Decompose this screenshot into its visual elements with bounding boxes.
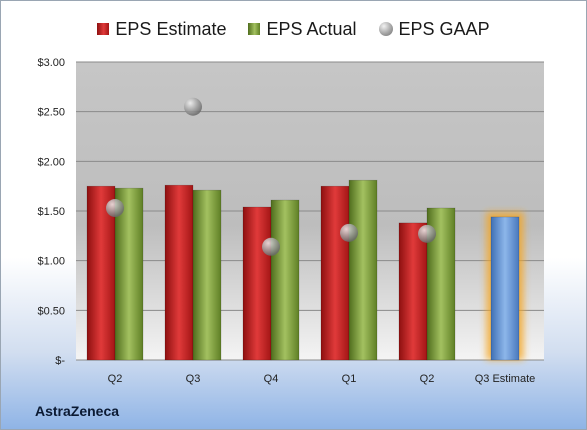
- legend-label-eps-estimate: EPS Estimate: [115, 18, 227, 39]
- legend: EPS Estimate EPS Actual EPS GAAP: [1, 15, 586, 43]
- x-tick-label: Q2: [108, 373, 123, 385]
- y-tick-label: $1.00: [37, 256, 65, 268]
- x-tick-label: Q3 Estimate: [475, 373, 536, 385]
- y-tick-label: $1.50: [37, 206, 65, 218]
- eps-gaap-point: [262, 237, 280, 256]
- eps-gaap-point: [418, 224, 436, 243]
- y-tick-label: $3.00: [37, 57, 65, 69]
- legend-label-eps-gaap: EPS GAAP: [398, 18, 490, 39]
- eps-actual-bar: [348, 179, 378, 361]
- eps-actual-bar: [270, 199, 300, 361]
- x-tick-label: Q2: [420, 373, 435, 385]
- legend-label-eps-actual: EPS Actual: [266, 18, 357, 39]
- eps-estimate-bar: [320, 185, 350, 361]
- eps-gaap-point: [184, 97, 202, 116]
- company-name: AstraZeneca: [35, 403, 120, 419]
- legend-item-eps-actual: EPS Actual: [248, 18, 357, 40]
- x-tick-label: Q4: [264, 373, 279, 385]
- y-tick-label: $0.50: [37, 305, 65, 317]
- x-tick-label: Q3: [186, 373, 201, 385]
- eps-estimate-bar: [398, 222, 428, 361]
- x-tick-label: Q1: [342, 373, 357, 385]
- bars: [86, 179, 524, 361]
- y-axis-ticks: $3.00 $2.50 $2.00 $1.50 $1.00 $0.50 $-: [37, 57, 65, 367]
- eps-estimate-bar: [86, 185, 116, 361]
- legend-item-eps-gaap: EPS GAAP: [378, 18, 490, 40]
- eps-actual-bar: [192, 189, 222, 361]
- gridlines: [76, 61, 544, 361]
- legend-swatch-eps-estimate: [97, 23, 110, 35]
- y-tick-label: $-: [55, 355, 65, 367]
- eps-estimate-bar: [242, 206, 272, 361]
- gaap-points: [106, 97, 436, 256]
- eps-gaap-point: [340, 223, 358, 242]
- eps-gaap-point: [106, 199, 124, 218]
- y-tick-label: $2.50: [37, 107, 65, 119]
- eps-actual-bar: [114, 187, 144, 361]
- legend-item-eps-estimate: EPS Estimate: [97, 19, 226, 40]
- y-tick-label: $2.00: [37, 156, 65, 168]
- q3-estimate-bar: [490, 216, 520, 361]
- legend-swatch-eps-actual: [248, 23, 261, 35]
- eps-estimate-bar: [164, 184, 194, 361]
- legend-swatch-eps-gaap: [378, 22, 393, 36]
- x-axis-ticks: Q2 Q3 Q4 Q1 Q2 Q3 Estimate: [108, 373, 536, 385]
